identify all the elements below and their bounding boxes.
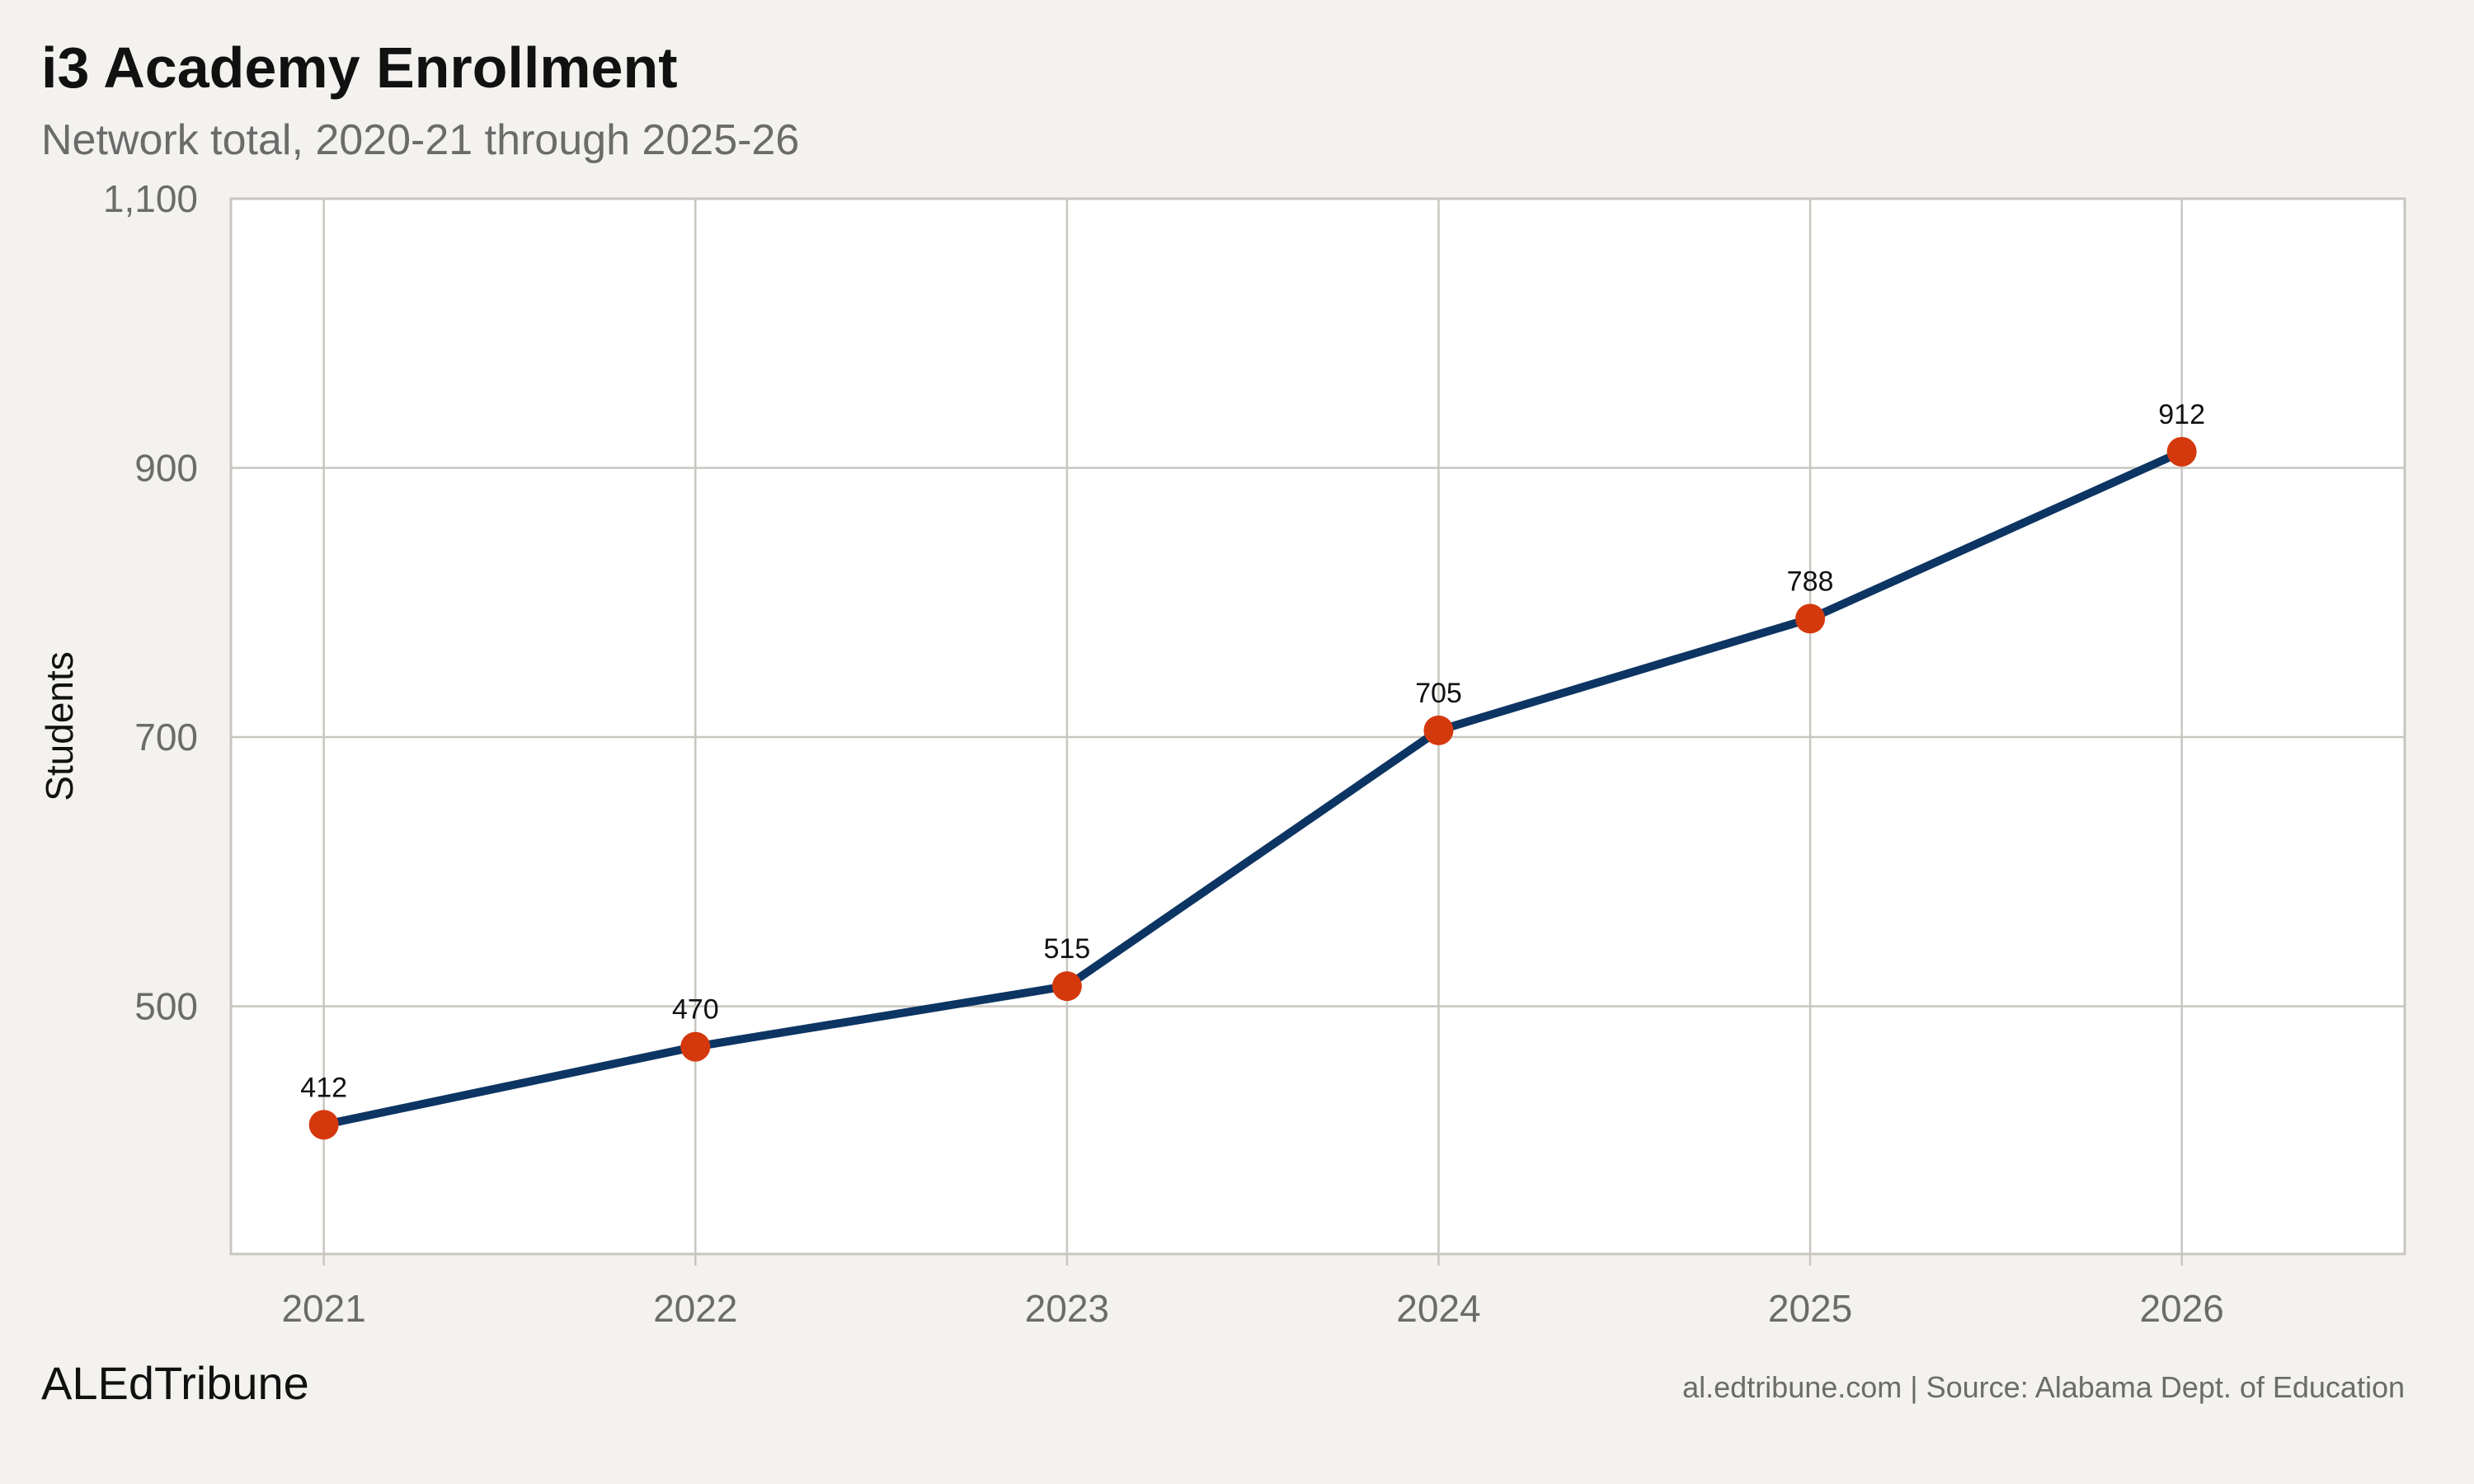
brand-logo-text: ALEdTribune (41, 1357, 309, 1409)
data-point (308, 1110, 339, 1140)
plot-border (229, 197, 2406, 1256)
series-line (319, 447, 2186, 1129)
data-label: 912 (2158, 399, 2205, 430)
data-label: 788 (1787, 566, 1834, 597)
y-axis-label: Students (38, 651, 81, 801)
data-point (2166, 436, 2197, 467)
source-credit: al.edtribune.com | Source: Alabama Dept.… (1682, 1370, 2405, 1404)
y-tick-label: 500 (134, 985, 198, 1028)
x-tick-label: 2021 (281, 1287, 365, 1330)
y-tick-label: 900 (134, 447, 198, 490)
data-point (1051, 971, 1082, 1002)
data-label: 412 (300, 1072, 347, 1103)
x-tick-label: 2022 (653, 1287, 737, 1330)
x-tick-label: 2025 (1768, 1287, 1852, 1330)
x-tick-label: 2024 (1396, 1287, 1480, 1330)
data-label: 470 (672, 994, 719, 1026)
series-line-layer (319, 447, 2186, 1129)
y-tick-label: 700 (134, 716, 198, 758)
chart-title: i3 Academy Enrollment (41, 35, 678, 100)
plot-area (231, 199, 2405, 1254)
data-points (308, 436, 2197, 1140)
x-tick-label: 2023 (1025, 1287, 1109, 1330)
data-point (1795, 603, 1826, 634)
data-point (1423, 715, 1454, 745)
axes: 500 700 900 1,100 2021 2022 2023 2024 2025 2026 (103, 177, 2406, 1330)
y-tick-label: 1,100 (103, 177, 198, 220)
data-label: 515 (1043, 933, 1090, 965)
data-labels: 412 470 515 705 788 912 (300, 399, 2205, 1103)
data-label: 705 (1415, 678, 1462, 709)
chart-subtitle: Network total, 2020-21 through 2025-26 (41, 116, 800, 164)
x-tick-label: 2026 (2139, 1287, 2223, 1330)
data-point (680, 1031, 711, 1062)
